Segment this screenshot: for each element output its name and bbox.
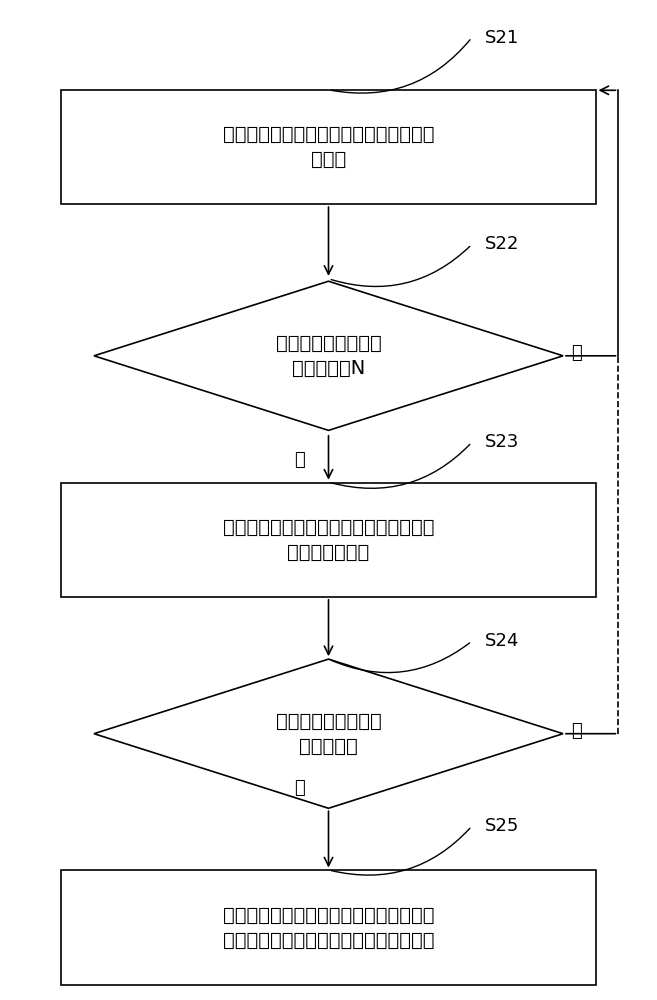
Text: 是否完整接收到串口
传输的报文: 是否完整接收到串口 传输的报文 xyxy=(276,712,381,756)
Text: S24: S24 xyxy=(485,632,519,650)
Polygon shape xyxy=(94,281,563,430)
Text: S25: S25 xyxy=(485,817,519,835)
Text: S22: S22 xyxy=(485,235,519,253)
Text: 接收到的字节的数目
是否不小于N: 接收到的字节的数目 是否不小于N xyxy=(276,334,381,378)
Polygon shape xyxy=(94,659,563,808)
Text: 获取报文主体中包含的信息类型，并根据
信息类型对所述报文进行相应的组装存储: 获取报文主体中包含的信息类型，并根据 信息类型对所述报文进行相应的组装存储 xyxy=(223,906,434,950)
FancyBboxPatch shape xyxy=(61,90,596,204)
Text: 当检测到串口接收中断后，采集串口传输
的数据: 当检测到串口接收中断后，采集串口传输 的数据 xyxy=(223,125,434,169)
FancyBboxPatch shape xyxy=(61,870,596,985)
Text: 是: 是 xyxy=(294,779,305,797)
Text: 解析接收到的字节，获取所述字节中包含
的报文长度信息: 解析接收到的字节，获取所述字节中包含 的报文长度信息 xyxy=(223,518,434,562)
FancyBboxPatch shape xyxy=(61,483,596,597)
Text: 否: 否 xyxy=(571,344,581,362)
Text: 否: 否 xyxy=(571,722,581,740)
Text: S23: S23 xyxy=(485,433,519,451)
Text: 是: 是 xyxy=(294,451,305,469)
Text: S21: S21 xyxy=(485,29,519,47)
